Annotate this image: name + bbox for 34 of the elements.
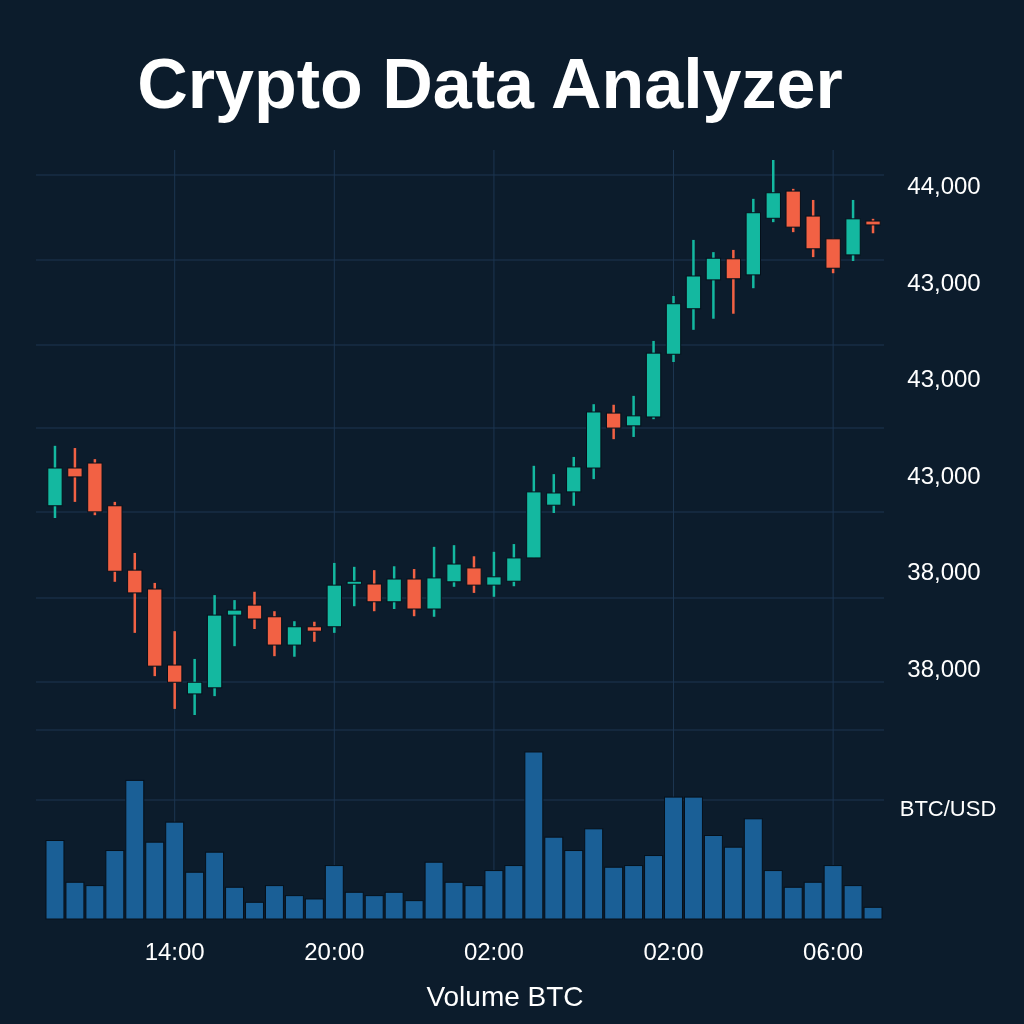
text: 38,000 [907,654,981,682]
chart-title: Crypto Data Analyzer [137,45,843,123]
x-tick-label: 14:00 [144,938,205,965]
text: 43,000 [907,461,981,489]
text: 44,000 [907,172,981,200]
candlestick [246,590,263,631]
x-tick-label: 02:00 [643,938,704,965]
text: BTC/USD [899,795,997,821]
candlestick [167,629,183,711]
candlestick [506,542,522,588]
candlestick [546,472,562,515]
candlestick [446,543,462,589]
x-tick-label: 02:00 [463,938,524,965]
candlestick [286,619,303,658]
candlestick [306,620,323,643]
candlestick [127,551,143,635]
x-axis-title: Volume BTC [426,981,584,1012]
candlestick [625,394,642,439]
text: 43,000 [907,268,981,296]
candlestick [705,250,722,320]
candlestick [466,555,482,595]
text: 38,000 [907,558,981,586]
candlestick [486,550,502,599]
candlestick [605,403,622,441]
candlestick [725,248,742,315]
candlestick [186,657,203,717]
candlestick [346,565,362,608]
candlestick [366,568,382,613]
candlestick [386,565,402,611]
text: 43,000 [907,365,981,393]
candlestick [67,446,83,504]
x-tick-label: 06:00 [803,938,864,965]
candlestick [226,598,243,648]
x-tick-label: 20:00 [304,938,365,965]
